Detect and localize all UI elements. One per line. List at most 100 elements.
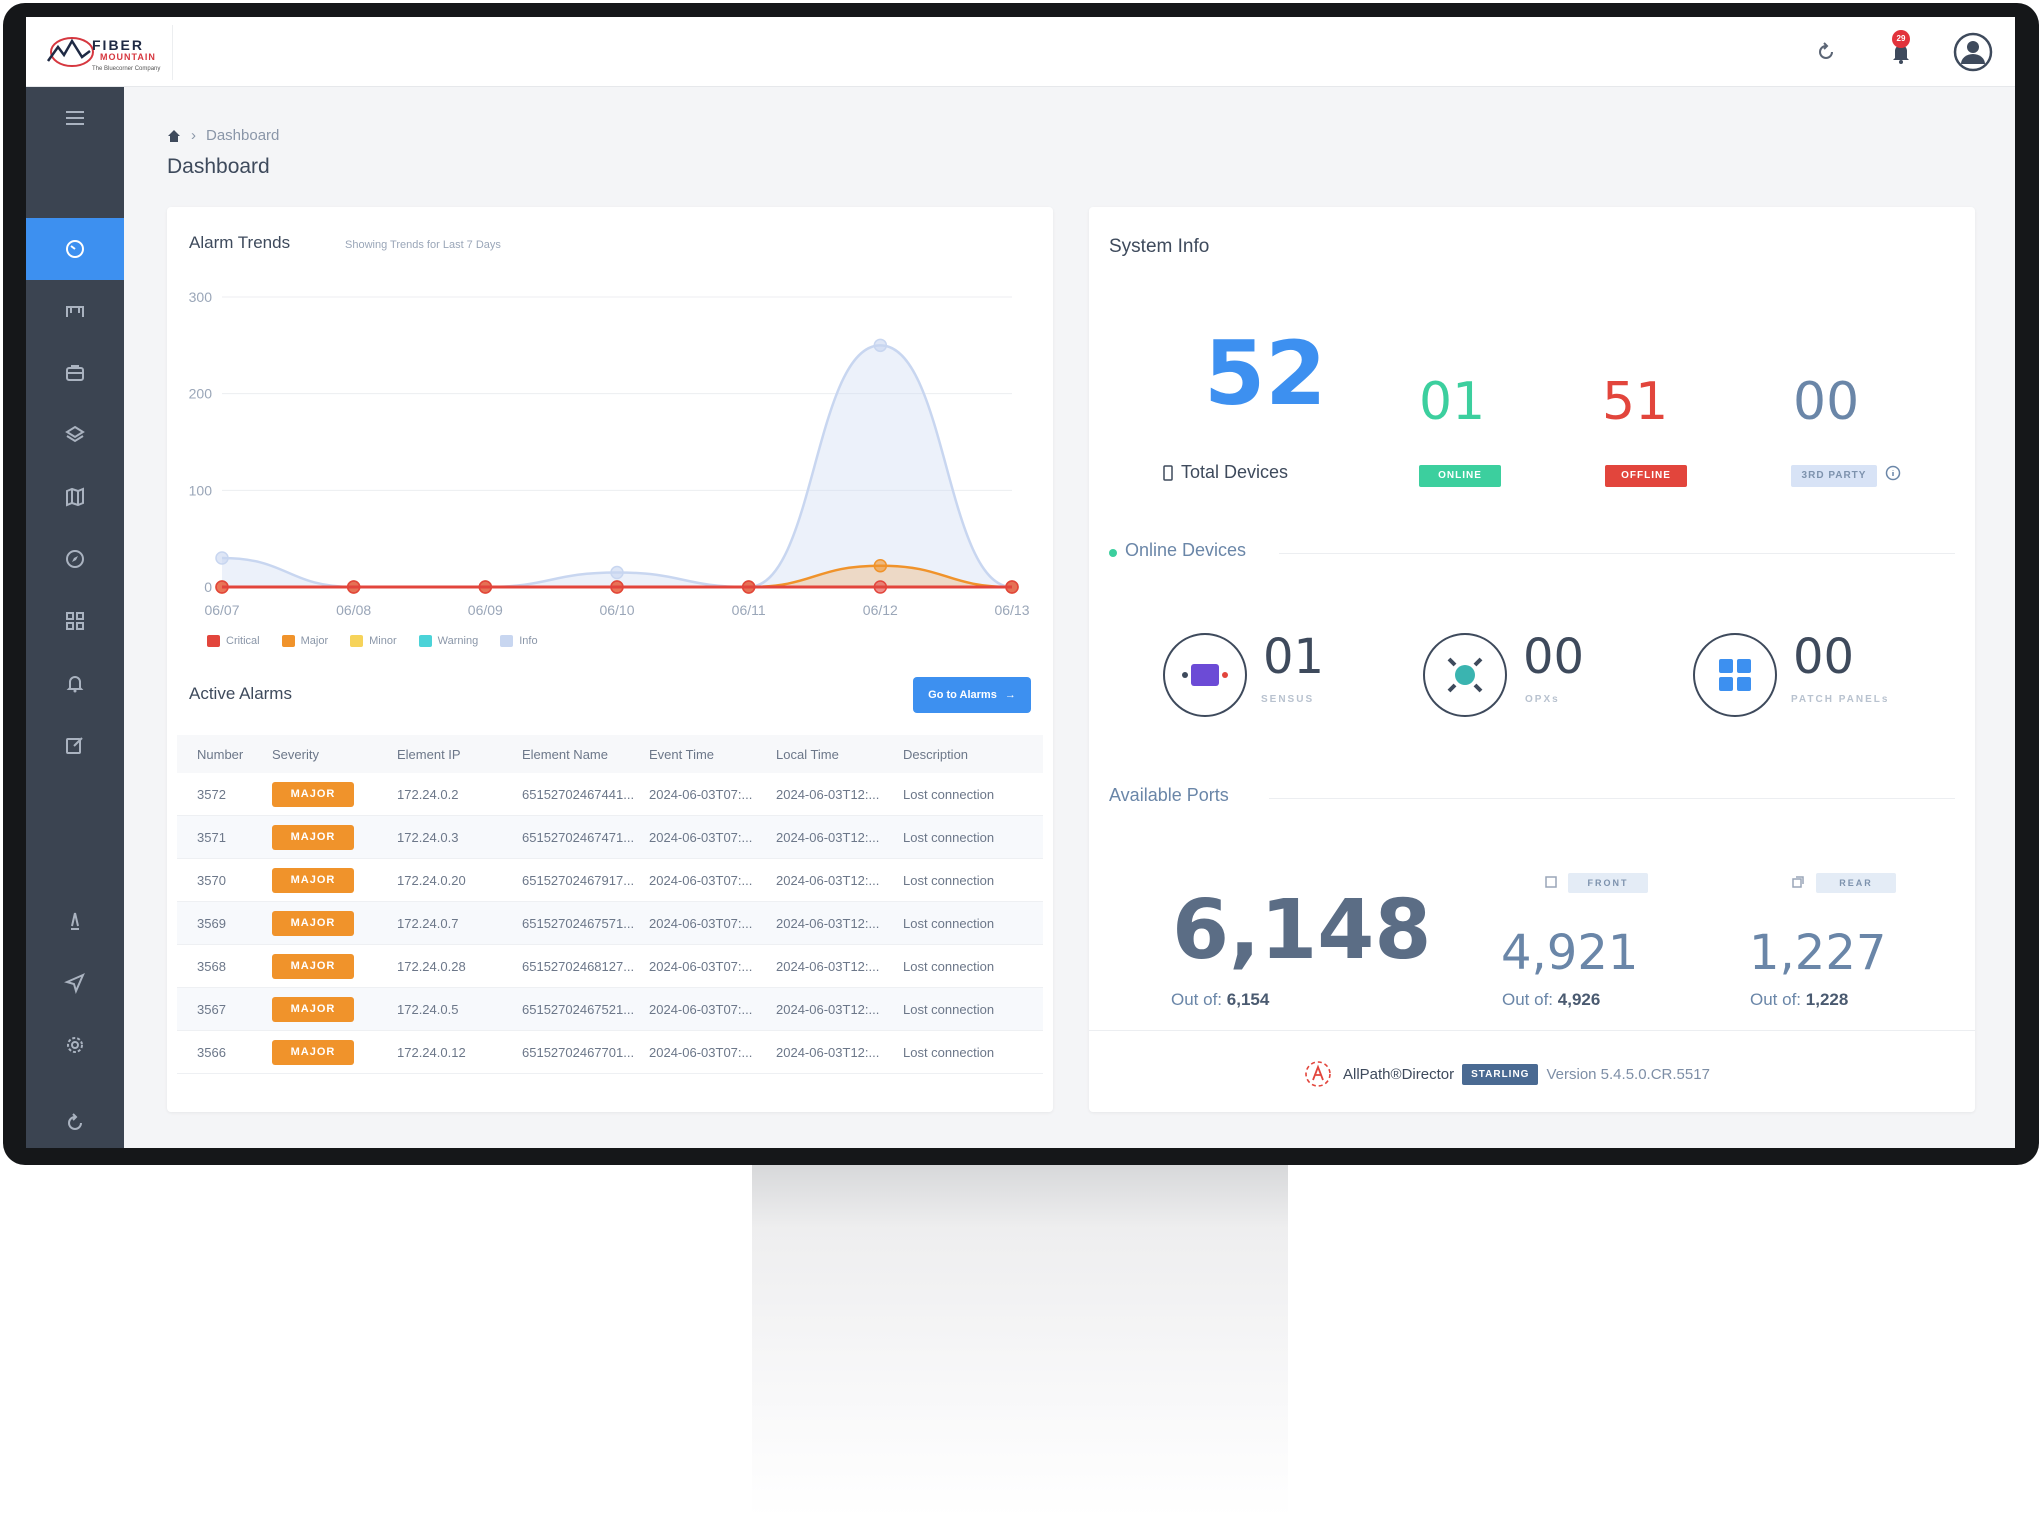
data-point-info [610, 565, 624, 580]
allpath-logo-icon [1305, 1061, 1331, 1087]
breadcrumb-current[interactable]: Dashboard [206, 127, 280, 144]
online-status-dot [1109, 549, 1117, 557]
opx-device-icon[interactable] [1423, 633, 1507, 717]
monitor-stand [752, 1165, 1288, 1518]
sidebar-item-edit[interactable] [26, 714, 124, 776]
sensus-device-icon[interactable] [1163, 633, 1247, 717]
table-row[interactable]: 3572 MAJOR 172.24.0.2 65152702467441... 2024… [177, 773, 1043, 816]
table-row[interactable]: 3570 MAJOR 172.24.0.20 65152702467917... 202… [177, 859, 1043, 902]
severity-cell: MAJOR [272, 910, 397, 936]
table-row[interactable]: 3566 MAJOR 172.24.0.12 65152702467701... 202… [177, 1031, 1043, 1074]
sidebar-item-layers[interactable] [26, 404, 124, 466]
element-ip: 172.24.0.3 [397, 829, 459, 845]
fiber-mountain-logo[interactable]: FIBER MOUNTAIN The Bluecorner Company [40, 25, 173, 80]
sidebar-item-connections[interactable] [26, 280, 124, 342]
legend-item[interactable]: Warning [418, 635, 478, 647]
total-ports-available: 6,148 [1172, 883, 1432, 978]
breadcrumb-separator-icon: › [191, 127, 196, 144]
rear-ports-out-of-value: 1,228 [1805, 990, 1849, 1009]
go-to-alarms-button[interactable]: Go to Alarms → [913, 677, 1031, 713]
sidebar-item-inventory[interactable] [26, 342, 124, 404]
offline-count: 51 [1602, 372, 1669, 432]
third-party-count: 00 [1793, 372, 1860, 432]
column-header-number[interactable]: Number [197, 746, 244, 762]
local-time: 2024-06-03T12:... [776, 786, 880, 802]
sensus-label: SENSUS [1261, 694, 1315, 705]
y-tick-label: 200 [189, 386, 213, 402]
menu-toggle-button[interactable] [26, 87, 124, 149]
patch-panel-icon[interactable] [1693, 633, 1777, 717]
bell-icon[interactable] [1886, 37, 1916, 67]
sidebar-item-alarms[interactable] [26, 652, 124, 714]
sidebar-item-power[interactable] [26, 1098, 124, 1148]
monitor-frame: FIBER MOUNTAIN The Bluecorner Company 29 [3, 3, 2039, 1165]
front-ports-out-of-label: Out of: [1502, 990, 1554, 1009]
event-time: 2024-06-03T07:... [649, 786, 753, 802]
data-point-critical [1005, 580, 1019, 594]
column-header-local-time[interactable]: Local Time [776, 746, 839, 762]
severity-cell: MAJOR [272, 1039, 397, 1065]
element-ip: 172.24.0.20 [397, 872, 466, 888]
legend-item[interactable]: Info [500, 635, 538, 647]
gear-icon [67, 1037, 83, 1053]
sidebar-item-settings[interactable] [26, 1014, 124, 1076]
logo-tagline: The Bluecorner Company [92, 66, 161, 72]
legend-item[interactable]: Critical [207, 635, 260, 647]
severity-cell: MAJOR [272, 996, 397, 1022]
table-body: 3572 MAJOR 172.24.0.2 65152702467441... 2024… [177, 773, 1043, 1074]
local-time: 2024-06-03T12:... [776, 872, 880, 888]
table-header: Number Severity Element IP Element Name … [177, 735, 1043, 773]
sidebar-item-dashboard[interactable] [26, 218, 124, 280]
local-time: 2024-06-03T12:... [776, 1001, 880, 1017]
element-name: 65152702467917... [522, 872, 635, 888]
table-row[interactable]: 3567 MAJOR 172.24.0.5 65152702467521... 2024… [177, 988, 1043, 1031]
sidebar-item-send[interactable] [26, 952, 124, 1014]
total-devices-label: Total Devices [1181, 462, 1289, 482]
refresh-icon[interactable] [1811, 37, 1841, 67]
grid-icon [66, 612, 84, 630]
edit-icon [66, 737, 83, 754]
sidebar-item-tools[interactable] [26, 890, 124, 952]
info-icon[interactable] [1885, 465, 1901, 481]
table-row[interactable]: 3569 MAJOR 172.24.0.7 65152702467571... 2024… [177, 902, 1043, 945]
sidebar-item-explore[interactable] [26, 528, 124, 590]
local-time: 2024-06-03T12:... [776, 915, 880, 931]
sidebar-item-apps[interactable] [26, 590, 124, 652]
data-point-info [215, 551, 229, 565]
table-row[interactable]: 3571 MAJOR 172.24.0.3 65152702467471... 2024… [177, 816, 1043, 859]
alarm-trends-chart[interactable]: 0 100 200 300 06/07 06/08 06/09 06/10 06/11 06/12… [167, 267, 1053, 627]
bell-outline-icon [66, 676, 84, 693]
data-point-critical [610, 580, 624, 594]
bridge-icon [66, 306, 84, 317]
table-row[interactable]: 3568 MAJOR 172.24.0.28 65152702468127... 202… [177, 945, 1043, 988]
x-tick-label: 06/08 [336, 602, 371, 618]
column-header-element-ip[interactable]: Element IP [397, 746, 461, 762]
column-header-event-time[interactable]: Event Time [649, 746, 715, 762]
front-ports-available: 4,921 [1501, 925, 1639, 981]
severity-badge: MAJOR [272, 867, 354, 893]
description: Lost connection [903, 1044, 995, 1060]
home-icon[interactable] [167, 129, 181, 143]
sidebar-item-map[interactable] [26, 466, 124, 528]
column-header-severity[interactable]: Severity [272, 746, 319, 762]
briefcase-icon [66, 365, 84, 381]
logo-title: FIBER [92, 37, 144, 53]
column-header-description[interactable]: Description [903, 746, 969, 762]
active-alarms-title: Active Alarms [189, 684, 292, 703]
notification-badge: 29 [1892, 30, 1910, 48]
y-tick-label: 300 [189, 289, 213, 305]
element-name: 65152702467441... [522, 786, 635, 802]
severity-cell: MAJOR [272, 824, 397, 850]
screen: FIBER MOUNTAIN The Bluecorner Company 29 [26, 17, 2015, 1148]
device-icon [1163, 464, 1173, 481]
column-header-element-name[interactable]: Element Name [522, 746, 608, 762]
legend-item[interactable]: Minor [350, 635, 397, 647]
legend-item[interactable]: Major [281, 635, 328, 647]
data-point-critical [346, 580, 361, 594]
total-ports-out-of: Out of: 6,154 [1171, 990, 1269, 1010]
y-tick-label: 100 [189, 482, 213, 498]
severity-badge: MAJOR [272, 996, 354, 1022]
version-footer: AllPath®Director STARLING Version 5.4.5.… [1301, 1057, 1710, 1091]
legend-swatch [350, 635, 364, 647]
user-avatar-icon[interactable] [1953, 32, 1993, 72]
